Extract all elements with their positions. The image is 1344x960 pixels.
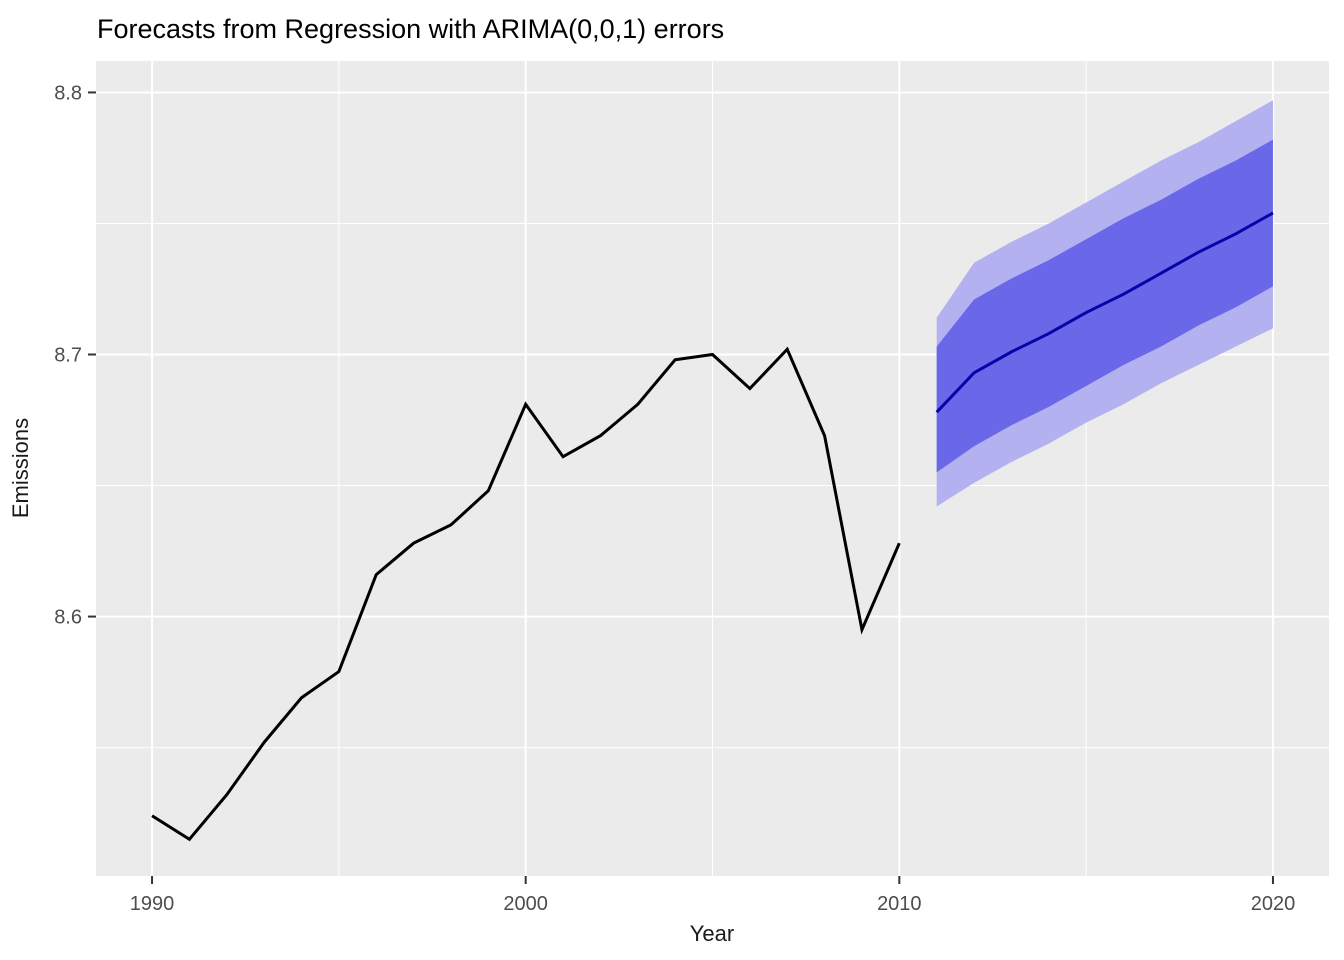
forecast-mean-line <box>935 211 1274 414</box>
observed-line <box>151 346 901 842</box>
y-axis-title: Emissions <box>8 418 33 518</box>
y-tick-label: 8.8 <box>54 82 82 104</box>
x-axis-title: Year <box>690 921 734 946</box>
chart-title: Forecasts from Regression with ARIMA(0,0… <box>97 14 724 44</box>
x-tick-label: 2000 <box>503 893 548 915</box>
y-tick-label: 8.6 <box>54 607 82 629</box>
y-axis-ticks: 8.6 8.7 8.8 <box>54 82 96 629</box>
y-tick-label: 8.7 <box>54 345 82 367</box>
x-tick-label: 2010 <box>877 893 922 915</box>
x-tick-label: 2020 <box>1251 893 1296 915</box>
x-tick-label: 1990 <box>130 893 175 915</box>
forecast-80-band <box>936 139 1273 473</box>
x-axis-ticks: 1990 2000 2010 2020 <box>130 876 1295 915</box>
